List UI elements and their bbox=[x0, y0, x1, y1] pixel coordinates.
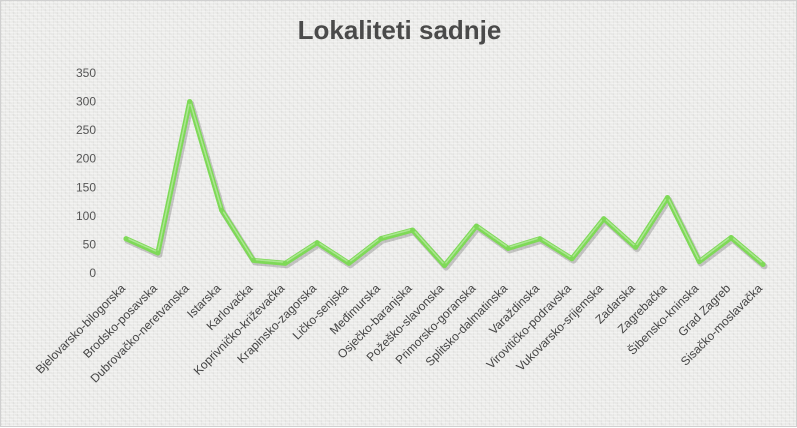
y-tick-label: 250 bbox=[76, 123, 96, 137]
data-point bbox=[728, 235, 734, 241]
data-point bbox=[250, 257, 256, 263]
y-tick-label: 350 bbox=[76, 66, 96, 80]
data-point bbox=[664, 195, 670, 201]
data-point bbox=[314, 240, 320, 246]
data-point bbox=[569, 256, 575, 262]
data-point bbox=[505, 245, 511, 251]
data-point bbox=[442, 263, 447, 269]
data-point bbox=[346, 260, 352, 266]
series-line-highlight bbox=[125, 99, 764, 266]
data-point bbox=[378, 236, 384, 242]
y-tick-label: 0 bbox=[89, 266, 96, 280]
y-tick-label: 50 bbox=[83, 237, 97, 251]
data-point bbox=[410, 227, 416, 233]
data-point bbox=[219, 207, 225, 213]
data-point bbox=[760, 261, 766, 267]
y-tick-label: 300 bbox=[76, 95, 96, 109]
data-point bbox=[123, 236, 129, 242]
data-point bbox=[282, 260, 288, 266]
data-point bbox=[187, 99, 193, 105]
y-tick-label: 100 bbox=[76, 209, 96, 223]
data-point bbox=[155, 250, 161, 256]
data-point bbox=[537, 236, 543, 242]
chart-title: Lokaliteti sadnje bbox=[297, 15, 502, 45]
y-tick-label: 200 bbox=[76, 152, 96, 166]
data-point bbox=[633, 244, 639, 250]
data-point bbox=[601, 216, 607, 222]
y-tick-label: 150 bbox=[76, 180, 96, 194]
series-line bbox=[123, 99, 766, 269]
series-line-shadow bbox=[124, 100, 768, 271]
data-point bbox=[473, 223, 479, 229]
data-point bbox=[696, 259, 702, 265]
